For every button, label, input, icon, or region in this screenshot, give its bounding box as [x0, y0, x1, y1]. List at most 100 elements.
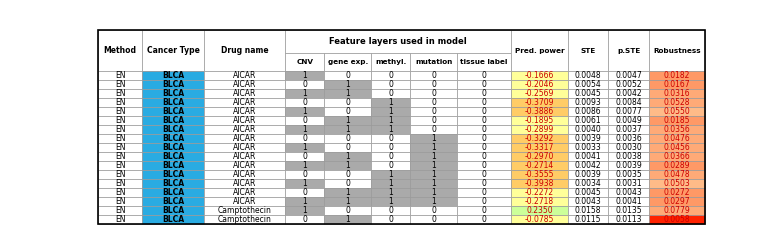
Bar: [410, 179, 457, 188]
Bar: [98, 215, 143, 224]
Bar: [648, 30, 705, 71]
Text: 1: 1: [388, 188, 393, 197]
Bar: [511, 89, 568, 98]
Bar: [285, 80, 324, 89]
Bar: [324, 206, 371, 215]
Bar: [648, 152, 705, 161]
Text: 0.0456: 0.0456: [663, 143, 690, 152]
Bar: [568, 134, 608, 143]
Text: 0.0135: 0.0135: [615, 206, 642, 215]
Text: 1: 1: [388, 116, 393, 125]
Text: 0.0113: 0.0113: [615, 215, 642, 224]
Bar: [457, 161, 511, 170]
Text: 0: 0: [388, 215, 393, 224]
Bar: [98, 161, 143, 170]
Bar: [568, 80, 608, 89]
Text: 1: 1: [388, 170, 393, 179]
Text: BLCA: BLCA: [162, 215, 184, 224]
Text: 0: 0: [431, 116, 436, 125]
Bar: [648, 116, 705, 125]
Bar: [410, 143, 457, 152]
Bar: [648, 161, 705, 170]
Text: 1: 1: [302, 143, 307, 152]
Text: 0: 0: [482, 71, 486, 80]
Text: 1: 1: [431, 134, 436, 143]
Bar: [371, 125, 410, 134]
Bar: [285, 89, 324, 98]
Text: -0.2569: -0.2569: [525, 89, 554, 98]
Bar: [324, 170, 371, 179]
Bar: [511, 179, 568, 188]
Text: 0: 0: [482, 215, 486, 224]
Text: 0: 0: [431, 215, 436, 224]
Bar: [410, 161, 457, 170]
Text: 0: 0: [388, 161, 393, 170]
Text: -0.2272: -0.2272: [525, 188, 554, 197]
Text: 0: 0: [302, 188, 308, 197]
Text: Pred. power: Pred. power: [514, 48, 564, 54]
Text: 1: 1: [302, 89, 307, 98]
Text: 1: 1: [388, 107, 393, 116]
Bar: [324, 80, 371, 89]
Bar: [285, 125, 324, 134]
Text: AICAR: AICAR: [233, 161, 256, 170]
Text: 0.0038: 0.0038: [615, 152, 642, 161]
Text: 0.0528: 0.0528: [663, 98, 690, 107]
Text: -0.2714: -0.2714: [525, 161, 554, 170]
Bar: [648, 179, 705, 188]
Bar: [457, 170, 511, 179]
Bar: [324, 71, 371, 80]
Bar: [324, 179, 371, 188]
Text: 1: 1: [431, 170, 436, 179]
Text: AICAR: AICAR: [233, 125, 256, 134]
Text: 0.0047: 0.0047: [615, 71, 642, 80]
Bar: [143, 215, 204, 224]
Text: 0: 0: [431, 98, 436, 107]
Bar: [608, 152, 648, 161]
Bar: [568, 206, 608, 215]
Text: 0: 0: [388, 71, 393, 80]
Text: 0: 0: [482, 80, 486, 89]
Bar: [608, 197, 648, 206]
Bar: [204, 98, 285, 107]
Bar: [568, 107, 608, 116]
Bar: [648, 143, 705, 152]
Text: 0: 0: [431, 206, 436, 215]
Text: 1: 1: [431, 152, 436, 161]
Text: 0.0061: 0.0061: [575, 116, 601, 125]
Bar: [457, 125, 511, 134]
Bar: [568, 30, 608, 71]
Bar: [608, 179, 648, 188]
Text: 0.0077: 0.0077: [615, 107, 642, 116]
Bar: [143, 197, 204, 206]
Bar: [98, 134, 143, 143]
Text: 0: 0: [302, 134, 308, 143]
Text: EN: EN: [115, 188, 125, 197]
Text: 0: 0: [388, 143, 393, 152]
Text: 1: 1: [302, 197, 307, 206]
Text: 0.0043: 0.0043: [575, 197, 601, 206]
Text: 0: 0: [482, 179, 486, 188]
Text: AICAR: AICAR: [233, 89, 256, 98]
Text: 0: 0: [345, 98, 350, 107]
Bar: [410, 170, 457, 179]
Text: 0: 0: [388, 134, 393, 143]
Bar: [608, 161, 648, 170]
Text: BLCA: BLCA: [162, 134, 184, 143]
Text: -0.2718: -0.2718: [525, 197, 554, 206]
Bar: [371, 197, 410, 206]
Text: 1: 1: [302, 125, 307, 134]
Text: 0.0041: 0.0041: [575, 152, 601, 161]
Text: STE: STE: [580, 48, 596, 54]
Bar: [285, 161, 324, 170]
Text: AICAR: AICAR: [233, 188, 256, 197]
Bar: [204, 89, 285, 98]
Text: 0.0045: 0.0045: [575, 188, 601, 197]
Text: 1: 1: [302, 179, 307, 188]
Text: BLCA: BLCA: [162, 152, 184, 161]
Bar: [98, 116, 143, 125]
Bar: [285, 152, 324, 161]
Text: 0.0316: 0.0316: [663, 89, 690, 98]
Bar: [568, 161, 608, 170]
Text: 1: 1: [345, 80, 350, 89]
